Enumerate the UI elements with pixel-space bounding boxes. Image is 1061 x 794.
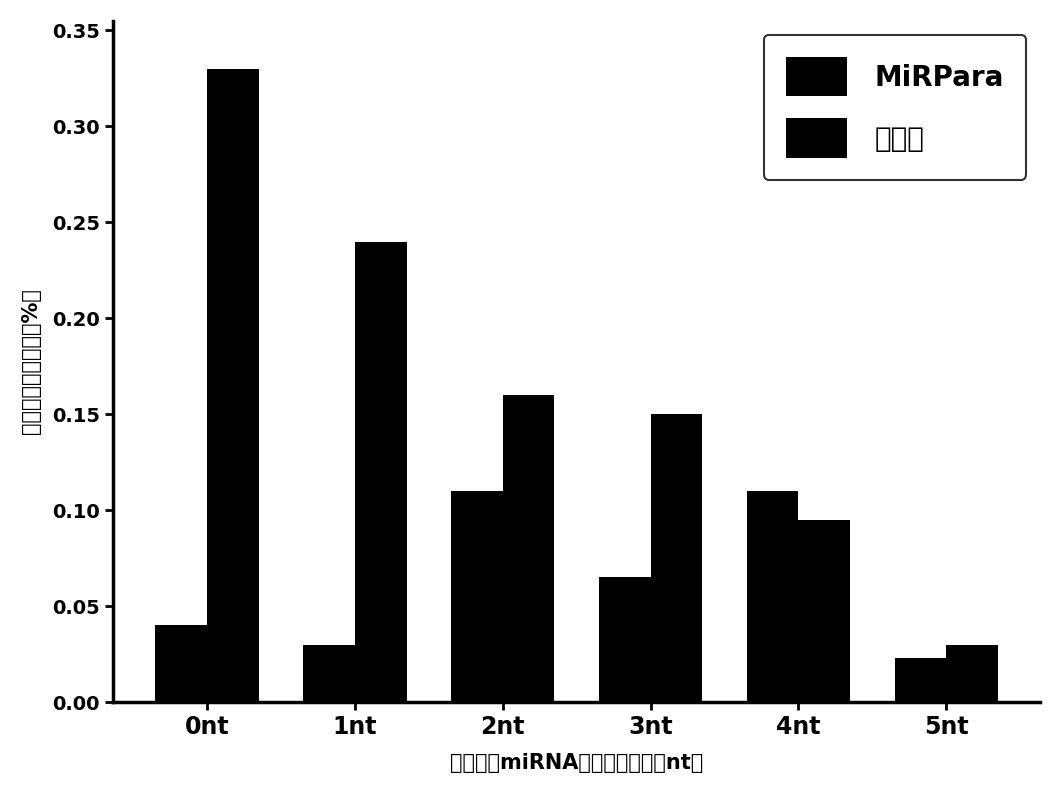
Bar (946, 645, 998, 702)
Bar (799, 520, 850, 702)
Bar (503, 395, 555, 702)
Legend: MiRPara, 本专利: MiRPara, 本专利 (764, 35, 1026, 180)
Bar (207, 69, 259, 702)
Bar (451, 491, 503, 702)
Y-axis label: 候选者的识别精度（%）: 候选者的识别精度（%） (21, 288, 40, 434)
X-axis label: 距高成熟miRNA起始位置距高（nt）: 距高成熟miRNA起始位置距高（nt） (450, 754, 703, 773)
Bar (894, 658, 946, 702)
Bar (747, 491, 799, 702)
Bar (598, 577, 650, 702)
Bar (155, 626, 207, 702)
Bar (303, 645, 354, 702)
Bar (650, 414, 702, 702)
Bar (354, 241, 406, 702)
